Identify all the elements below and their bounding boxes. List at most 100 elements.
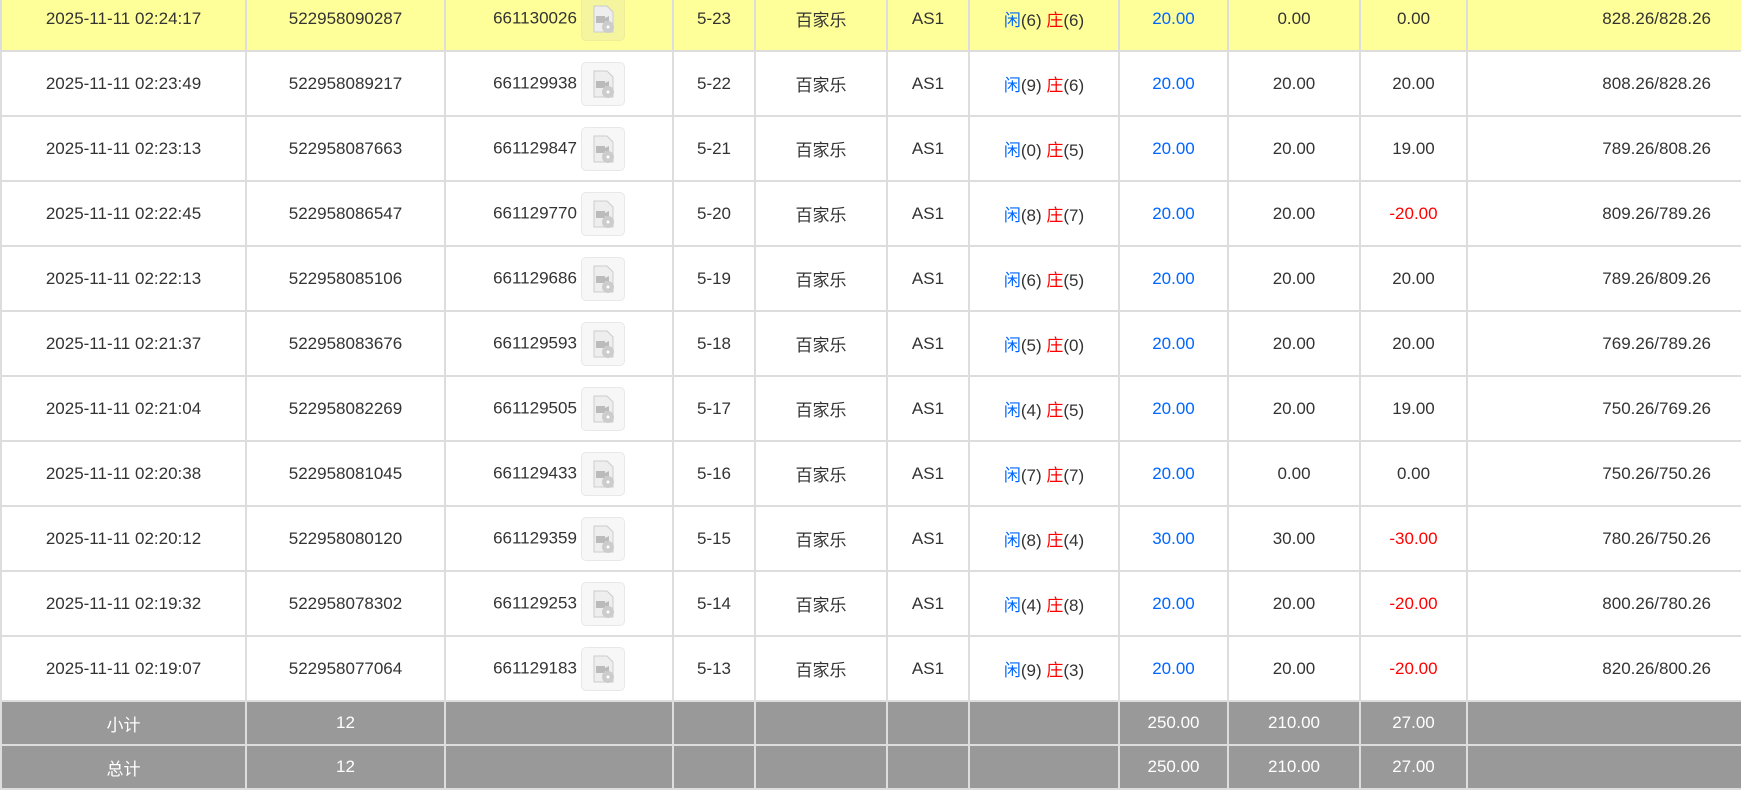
- bet-id-cell: 522958078302: [245, 570, 446, 637]
- video-replay-icon[interactable]: [580, 321, 625, 366]
- balance-cell: 750.26/769.26: [1466, 375, 1741, 442]
- shoe-cell: 5-22: [672, 50, 756, 117]
- table-cell: AS1: [886, 310, 970, 377]
- video-replay-icon[interactable]: [580, 126, 625, 171]
- time-cell: 2025-11-11 02:24:17: [0, 0, 247, 52]
- bet-amount-cell: 20.00: [1118, 245, 1229, 312]
- bet-amount-cell: 20.00: [1118, 310, 1229, 377]
- video-replay-icon[interactable]: [580, 386, 625, 431]
- shoe-cell: 5-13: [672, 635, 756, 702]
- bet-amount-cell: 30.00: [1118, 505, 1229, 572]
- table-row: 2025-11-11 02:22:45 522958086547 66112977…: [0, 180, 1741, 247]
- bet-id-cell: 522958085106: [245, 245, 446, 312]
- table-cell: AS1: [886, 570, 970, 637]
- summary-label: 小计: [0, 700, 247, 746]
- win-loss-cell: -20.00: [1359, 570, 1468, 637]
- table-row: 2025-11-11 02:19:07 522958077064 66112918…: [0, 635, 1741, 702]
- time-cell: 2025-11-11 02:20:38: [0, 440, 247, 507]
- time-cell: 2025-11-11 02:22:13: [0, 245, 247, 312]
- summary-win: 27.00: [1359, 744, 1468, 790]
- table-row: 2025-11-11 02:22:13 522958085106 66112968…: [0, 245, 1741, 312]
- bet-id-cell: 522958080120: [245, 505, 446, 572]
- win-loss-cell: 20.00: [1359, 310, 1468, 377]
- summary-count: 12: [245, 744, 446, 790]
- table-row: 2025-11-11 02:20:12 522958080120 66112935…: [0, 505, 1741, 572]
- time-cell: 2025-11-11 02:20:12: [0, 505, 247, 572]
- bet-id-cell: 522958087663: [245, 115, 446, 182]
- summary-win: 27.00: [1359, 700, 1468, 746]
- summary-bet: 250.00: [1118, 744, 1229, 790]
- result-cell: 闲(7) 庄(7): [968, 440, 1120, 507]
- win-loss-cell: -20.00: [1359, 635, 1468, 702]
- bet-amount-cell: 20.00: [1118, 50, 1229, 117]
- game-cell: 百家乐: [754, 375, 888, 442]
- bet-id-cell: 522958081045: [245, 440, 446, 507]
- time-cell: 2025-11-11 02:22:45: [0, 180, 247, 247]
- table-row: 2025-11-11 02:23:49 522958089217 66112993…: [0, 50, 1741, 117]
- round-cell: 661130026: [444, 0, 674, 52]
- bet-amount-cell: 20.00: [1118, 570, 1229, 637]
- game-cell: 百家乐: [754, 0, 888, 52]
- video-replay-icon[interactable]: [580, 516, 625, 561]
- win-loss-cell: 20.00: [1359, 50, 1468, 117]
- win-loss-cell: -20.00: [1359, 180, 1468, 247]
- valid-bet-cell: 20.00: [1227, 310, 1361, 377]
- time-cell: 2025-11-11 02:19:32: [0, 570, 247, 637]
- table-cell: AS1: [886, 50, 970, 117]
- bet-amount-cell: 20.00: [1118, 440, 1229, 507]
- balance-cell: 808.26/828.26: [1466, 50, 1741, 117]
- table-row: 2025-11-11 02:23:13 522958087663 66112984…: [0, 115, 1741, 182]
- result-cell: 闲(8) 庄(7): [968, 180, 1120, 247]
- table-cell: AS1: [886, 245, 970, 312]
- table-cell: AS1: [886, 115, 970, 182]
- balance-cell: 800.26/780.26: [1466, 570, 1741, 637]
- round-cell: 661129359: [444, 505, 674, 572]
- shoe-cell: 5-20: [672, 180, 756, 247]
- video-replay-icon[interactable]: [580, 581, 625, 626]
- bet-id-cell: 522958090287: [245, 0, 446, 52]
- win-loss-cell: 0.00: [1359, 0, 1468, 52]
- valid-bet-cell: 20.00: [1227, 115, 1361, 182]
- table-cell: AS1: [886, 635, 970, 702]
- shoe-cell: 5-21: [672, 115, 756, 182]
- summary-row: 总计 12 250.00 210.00 27.00: [0, 744, 1741, 790]
- shoe-cell: 5-16: [672, 440, 756, 507]
- game-cell: 百家乐: [754, 50, 888, 117]
- balance-cell: 750.26/750.26: [1466, 440, 1741, 507]
- game-cell: 百家乐: [754, 180, 888, 247]
- result-cell: 闲(5) 庄(0): [968, 310, 1120, 377]
- bet-id-cell: 522958086547: [245, 180, 446, 247]
- valid-bet-cell: 20.00: [1227, 50, 1361, 117]
- valid-bet-cell: 20.00: [1227, 375, 1361, 442]
- balance-cell: 828.26/828.26: [1466, 0, 1741, 52]
- win-loss-cell: -30.00: [1359, 505, 1468, 572]
- video-replay-icon[interactable]: [580, 646, 625, 691]
- video-replay-icon[interactable]: [580, 0, 625, 41]
- video-replay-icon[interactable]: [580, 61, 625, 106]
- table-row: 2025-11-11 02:21:04 522958082269 66112950…: [0, 375, 1741, 442]
- video-replay-icon[interactable]: [580, 451, 625, 496]
- table-row: 2025-11-11 02:20:38 522958081045 66112943…: [0, 440, 1741, 507]
- bet-amount-cell: 20.00: [1118, 0, 1229, 52]
- round-cell: 661129253: [444, 570, 674, 637]
- valid-bet-cell: 20.00: [1227, 180, 1361, 247]
- bet-amount-cell: 20.00: [1118, 375, 1229, 442]
- summary-count: 12: [245, 700, 446, 746]
- bet-id-cell: 522958083676: [245, 310, 446, 377]
- time-cell: 2025-11-11 02:21:37: [0, 310, 247, 377]
- balance-cell: 809.26/789.26: [1466, 180, 1741, 247]
- time-cell: 2025-11-11 02:19:07: [0, 635, 247, 702]
- round-cell: 661129938: [444, 50, 674, 117]
- balance-cell: 789.26/809.26: [1466, 245, 1741, 312]
- round-cell: 661129686: [444, 245, 674, 312]
- bet-id-cell: 522958082269: [245, 375, 446, 442]
- table-cell: AS1: [886, 0, 970, 52]
- summary-bet: 250.00: [1118, 700, 1229, 746]
- video-replay-icon[interactable]: [580, 191, 625, 236]
- video-replay-icon[interactable]: [580, 256, 625, 301]
- valid-bet-cell: 0.00: [1227, 440, 1361, 507]
- game-cell: 百家乐: [754, 310, 888, 377]
- valid-bet-cell: 20.00: [1227, 570, 1361, 637]
- win-loss-cell: 19.00: [1359, 115, 1468, 182]
- balance-cell: 820.26/800.26: [1466, 635, 1741, 702]
